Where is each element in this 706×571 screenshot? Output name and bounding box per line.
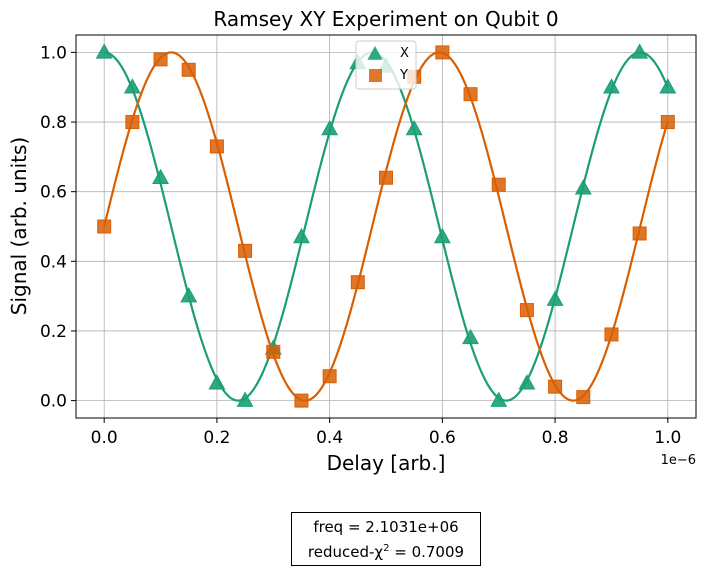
y-tick-label: 0.2 xyxy=(40,322,67,342)
marker-x-point xyxy=(95,43,113,59)
y-axis-label: Signal (arb. units) xyxy=(7,137,31,315)
x-tick-label: 0.2 xyxy=(203,428,230,448)
y-tick-label: 0.6 xyxy=(40,183,67,203)
plot-background xyxy=(76,35,696,418)
x-tick-label: 0.8 xyxy=(542,428,569,448)
chart: 0.0 0.2 0.4 0.6 0.8 1.0 0.0 0.2 0.4 0.6 0.8 1.0 Ram… xyxy=(7,7,697,475)
marker-x-point xyxy=(433,227,451,244)
marker-y-point xyxy=(435,45,450,60)
legend-marker-x xyxy=(367,46,383,60)
marker-x-point xyxy=(490,391,508,407)
marker-x-point xyxy=(236,391,254,407)
x-tick-label: 0.6 xyxy=(429,428,456,448)
marker-y-point xyxy=(350,275,365,290)
fit-results-box: freq = 2.1031e+06 reduced-χ2 = 0.7009 xyxy=(291,512,481,566)
x-tick-label: 0.4 xyxy=(316,428,343,448)
y-tick-label: 0.8 xyxy=(40,113,67,133)
legend: X Y xyxy=(355,40,417,90)
marker-x-point xyxy=(321,119,339,136)
marker-x-point xyxy=(152,168,169,185)
marker-y-point xyxy=(604,327,619,342)
marker-x-point xyxy=(574,179,592,195)
marker-y-point xyxy=(238,243,253,258)
x-axis-label: Delay [arb.] xyxy=(327,451,446,475)
ticks: 0.0 0.2 0.4 0.6 0.8 1.0 0.0 0.2 0.4 0.6 0.8 1.0 xyxy=(40,43,681,448)
marker-x-point xyxy=(123,78,141,94)
marker-y-point xyxy=(181,62,196,77)
marker-y-point xyxy=(125,115,140,130)
chart-title: Ramsey XY Experiment on Qubit 0 xyxy=(213,7,558,31)
marker-y-point xyxy=(322,369,337,384)
marker-y-point xyxy=(209,139,224,154)
marker-x-point xyxy=(546,290,564,306)
chi-prefix: reduced-χ xyxy=(307,542,384,561)
y-tick-label: 1.0 xyxy=(40,43,67,63)
x-offset-label: 1e−6 xyxy=(661,453,696,468)
marker-x-point xyxy=(659,78,677,94)
y-tick-label: 0.0 xyxy=(40,392,67,412)
marker-x-point xyxy=(631,43,649,59)
marker-x-point xyxy=(405,119,423,136)
marker-y-point xyxy=(576,390,591,405)
marker-x-point xyxy=(462,328,479,345)
marker-y-point xyxy=(632,226,647,241)
marker-x-point xyxy=(518,374,536,390)
marker-y-point xyxy=(97,219,112,234)
marker-x-point xyxy=(208,374,226,390)
x-tick-label: 0.0 xyxy=(91,428,118,448)
chi-suffix: = 0.7009 xyxy=(389,542,465,561)
marker-y-point xyxy=(660,115,675,130)
marker-y-point xyxy=(519,303,534,318)
marker-y-point xyxy=(266,344,281,359)
marker-y-point xyxy=(491,177,506,192)
y-tick-label: 0.4 xyxy=(40,252,67,272)
legend-label-x: X xyxy=(400,46,409,61)
marker-x-point xyxy=(603,78,620,94)
legend-label-y: Y xyxy=(399,68,408,83)
marker-x-point xyxy=(293,227,310,244)
marker-y-point xyxy=(379,170,393,185)
legend-marker-y xyxy=(369,69,382,82)
x-tick-label: 1.0 xyxy=(654,428,681,448)
marker-y-point xyxy=(548,379,563,394)
plot-frame xyxy=(75,34,697,419)
fit-frequency: freq = 2.1031e+06 xyxy=(313,517,459,536)
marker-y-point xyxy=(153,52,168,67)
chi-superscript: 2 xyxy=(383,542,390,554)
marker-y-point xyxy=(294,393,309,408)
marker-x-point xyxy=(180,287,198,303)
marker-y-point xyxy=(463,87,478,102)
fit-reduced-chi-squared: reduced-χ2 = 0.7009 xyxy=(308,538,464,563)
